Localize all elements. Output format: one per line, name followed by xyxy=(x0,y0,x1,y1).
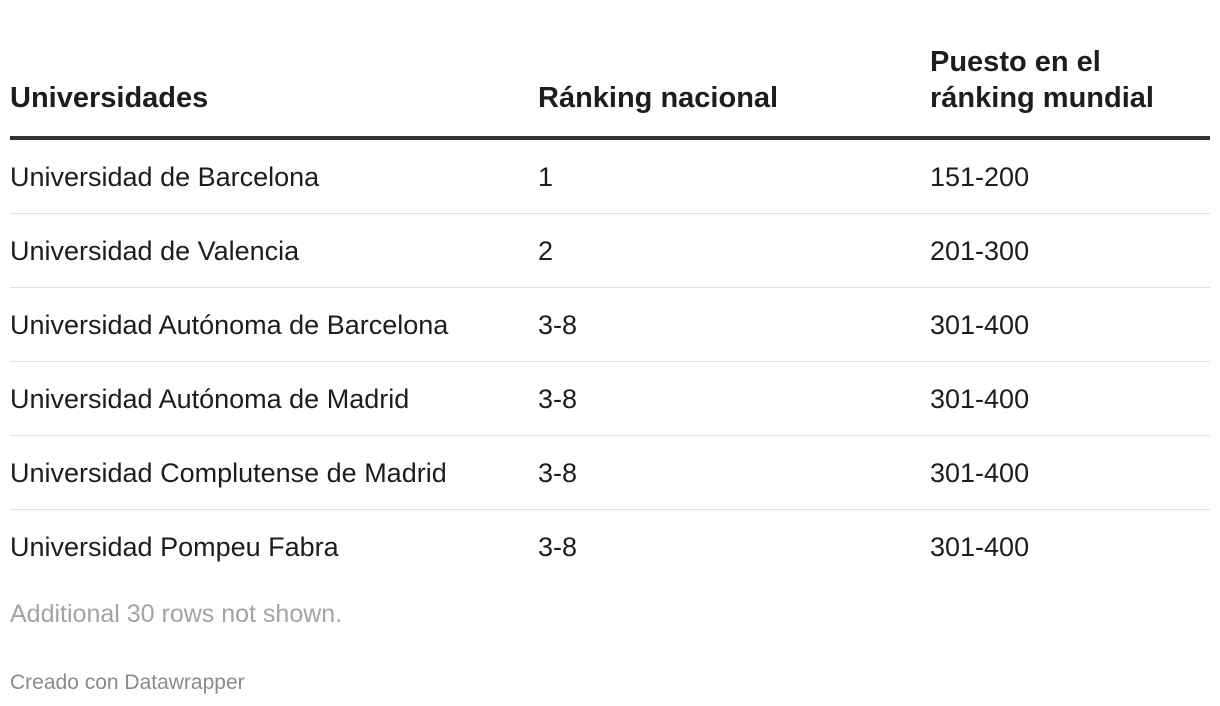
cell-ranking-mundial: 301-400 xyxy=(930,532,1030,562)
cell-ranking-mundial: 301-400 xyxy=(930,361,1210,436)
cell-university: Universidad Autónoma de Madrid xyxy=(10,361,538,436)
column-header-universidades[interactable]: Universidades xyxy=(10,0,538,140)
cell-ranking-nacional: 2 xyxy=(538,213,930,288)
table-row: Universidad de Valencia 2 201-300 xyxy=(10,213,1210,288)
cell-university: Universidad Complutense de Madrid xyxy=(10,435,538,510)
table-row: Universidad Pompeu Fabra 3-8 301-400 xyxy=(10,510,1210,584)
cell-ranking-nacional: 3-8 xyxy=(538,361,930,436)
datawrapper-credit[interactable]: Creado con Datawrapper xyxy=(10,671,245,694)
column-header-ranking-nacional-line-1: Ránking nacional xyxy=(538,82,779,114)
column-header-ranking-mundial-line-1: Puesto en el xyxy=(930,46,1101,78)
data-table: Universidades Ránking nacional Puesto en… xyxy=(10,0,1210,583)
header-row: Universidades Ránking nacional Puesto en… xyxy=(10,0,1210,140)
cell-ranking-mundial: 201-300 xyxy=(930,213,1210,288)
table-header: Universidades Ránking nacional Puesto en… xyxy=(10,0,1210,140)
cell-ranking-nacional: 1 xyxy=(538,138,930,214)
column-header-ranking-mundial-line-2: ránking mundial xyxy=(930,82,1154,114)
table-row: Universidad de Barcelona 1 151-200 xyxy=(10,138,1210,214)
column-header-ranking-nacional[interactable]: Ránking nacional xyxy=(538,0,930,140)
table-row: Universidad Autónoma de Madrid 3-8 301-400 xyxy=(10,361,1210,436)
cell-university: Universidad Autónoma de Barcelona xyxy=(10,287,538,362)
table-body: Universidad de Barcelona 1 151-200 Universi… xyxy=(10,138,1210,583)
cell-ranking-nacional: 3-8 xyxy=(538,532,578,562)
cell-ranking-nacional: 3-8 xyxy=(538,287,930,362)
table-container: Universidades Ránking nacional Puesto en… xyxy=(10,0,1210,583)
cell-ranking-mundial: 301-400 xyxy=(930,435,1210,510)
table-row: Universidad Autónoma de Barcelona 3-8 301-… xyxy=(10,287,1210,362)
column-header-ranking-mundial[interactable]: Puesto en el ránking mundial xyxy=(930,0,1210,140)
cell-ranking-mundial: 301-400 xyxy=(930,287,1210,362)
cell-ranking-nacional: 3-8 xyxy=(538,435,930,510)
column-header-universidades-line-1: Universidades xyxy=(10,82,209,114)
rows-not-shown-notice: Additional 30 rows not shown. xyxy=(10,600,343,628)
cell-university: Universidad de Barcelona xyxy=(10,138,538,214)
cell-university: Universidad de Valencia xyxy=(10,213,538,288)
cell-ranking-mundial: 151-200 xyxy=(930,138,1210,214)
table-row: Universidad Complutense de Madrid 3-8 301-… xyxy=(10,435,1210,510)
cell-university: Universidad Pompeu Fabra xyxy=(10,532,339,562)
